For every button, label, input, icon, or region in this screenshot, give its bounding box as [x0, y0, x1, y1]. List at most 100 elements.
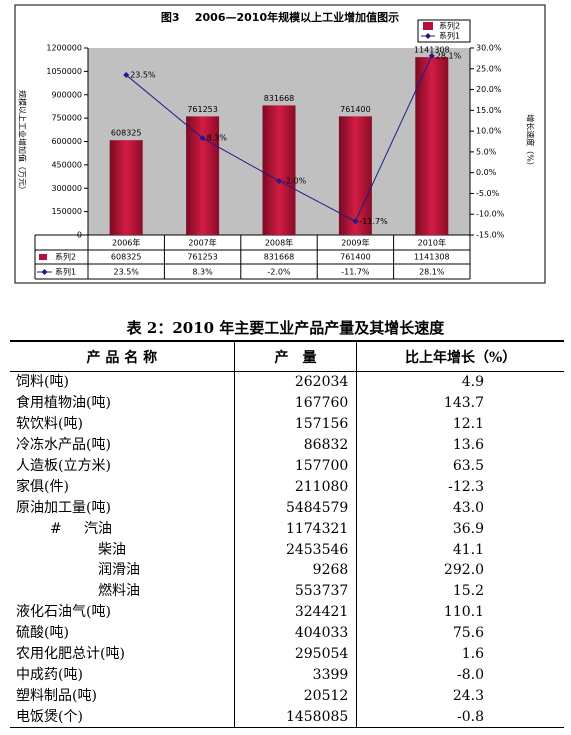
table-cell: 软饮料(吨)	[16, 416, 83, 433]
table-cell: 41.1	[452, 541, 484, 558]
table-cell: 食用植物油(吨)	[16, 395, 111, 412]
x-tick-label: 2009年	[341, 238, 369, 248]
bar-label: 608325	[111, 129, 142, 138]
y2-tick-label: 15.0%	[476, 106, 502, 115]
table-cell: 43.0	[452, 499, 484, 516]
x-tick-label: 2006年	[112, 238, 140, 248]
line-label: 23.5%	[130, 71, 156, 80]
x-tick-label: 2007年	[188, 238, 216, 248]
table-cell: 液化石油气(吨)	[16, 604, 111, 621]
y2-tick-label: -5.0%	[476, 189, 500, 198]
table-row-label: 系列1	[55, 267, 76, 277]
chart: 图3 2006—2010年规模以上工业增加值图示 规模以上工业增加值（万元） 增…	[14, 4, 546, 284]
line-marker	[352, 218, 359, 225]
table-cell: 15.2	[452, 583, 484, 600]
table-cell: 157156	[233, 413, 358, 435]
table-row-label: 系列2	[55, 252, 76, 262]
table-cell: 24.3	[452, 687, 484, 704]
table-cell: 157700	[233, 455, 358, 477]
table-cell: 13.6	[452, 437, 484, 454]
legend-key	[41, 269, 48, 275]
table-row: 食用植物油(吨) 167760 143.7	[10, 392, 564, 414]
table-value: -2.0%	[267, 268, 291, 277]
table-cell: 原油加工量(吨)	[16, 499, 111, 516]
table-row: 饲料(吨) 262034 4.9	[10, 371, 564, 393]
table-cell: 燃料油	[98, 583, 140, 600]
column-header: 比上年增长（%）	[356, 340, 564, 372]
table-cell: -0.8	[356, 706, 564, 729]
table-value: -11.7%	[341, 268, 370, 277]
table-cell: 柴油	[98, 541, 126, 558]
table-row: 冷冻水产品(吨) 86832 13.6	[10, 434, 564, 456]
y2-tick-label: 25.0%	[476, 64, 502, 73]
table-cell: 中成药(吨)	[16, 666, 83, 683]
chart-title: 图3 2006—2010年规模以上工业增加值图示	[161, 10, 399, 24]
table-value: 1141308	[414, 253, 450, 262]
bar-label: 761400	[340, 105, 371, 114]
table-cell: 1.6	[461, 646, 484, 663]
table-cell: 2453546	[233, 539, 358, 561]
table-row: 塑料制品(吨) 20512 24.3	[10, 685, 564, 707]
header-row: 产 品 名 称产 量比上年增长（%）	[10, 340, 564, 372]
legend-label: 系列2	[439, 21, 460, 31]
table-cell: 1174321	[233, 518, 358, 540]
table-cell: 262034	[233, 371, 358, 393]
line-label: 28.1%	[436, 51, 462, 60]
table-row: 中成药(吨) 3399 -8.0	[10, 664, 564, 686]
table-cell: 9268	[233, 560, 358, 581]
table-row: 硫酸(吨) 404033 75.6	[10, 622, 564, 644]
y2-tick-label: -15.0%	[476, 231, 505, 240]
table-row: 柴油 2453546 41.1	[10, 539, 564, 561]
table-cell: 211080	[233, 476, 358, 498]
y-tick-label: 450000	[51, 160, 82, 169]
table-value: 761400	[340, 253, 371, 262]
legend-label: 系列1	[439, 31, 460, 41]
table-row: 软饮料(吨) 157156 12.1	[10, 413, 564, 435]
table-row: 液化石油气(吨) 324421 110.1	[10, 601, 564, 623]
table-value: 28.1%	[419, 268, 445, 277]
y-axis-title: 规模以上工业增加值（万元）	[18, 90, 28, 194]
table-cell: 农用化肥总计(吨)	[16, 646, 125, 663]
table-cell: 润滑油	[98, 562, 140, 579]
table-value: 761253	[187, 253, 218, 262]
x-tick-label: 2010年	[418, 238, 446, 248]
y2-axis-title: 增长速度（%）	[526, 114, 536, 170]
table-cell: 63.5	[452, 458, 484, 474]
table-cell: 167760	[233, 392, 358, 414]
table-cell: 家俱(件)	[16, 478, 69, 495]
table-cell: 20512	[233, 685, 358, 707]
table-value: 8.3%	[192, 268, 213, 277]
y2-tick-label: 5.0%	[476, 147, 497, 156]
bar	[415, 57, 449, 235]
table-cell: 硫酸(吨)	[16, 625, 69, 642]
table-cell: 295054	[233, 643, 358, 665]
table-row: 原油加工量(吨) 5484579 43.0	[10, 497, 564, 519]
table-value: 608325	[111, 253, 142, 262]
bar-label: 1141308	[414, 46, 450, 55]
table-row: 家俱(件) 211080 -12.3	[10, 476, 564, 498]
y2-tick-label: 30.0%	[476, 44, 502, 53]
data-table: 产 品 名 称产 量比上年增长（%） 饲料(吨) 262034 4.9 食用植物油(吨)…	[10, 340, 564, 729]
line-marker	[199, 135, 206, 142]
y-tick-label: 900000	[51, 90, 82, 99]
y2-tick-label: 10.0%	[476, 127, 502, 136]
y-tick-label: 750000	[51, 114, 82, 123]
table-cell: 404033	[233, 622, 358, 644]
line-label: -11.7%	[359, 217, 388, 226]
bar-label: 831668	[264, 94, 295, 103]
table-cell: 86832	[233, 434, 358, 456]
line-label: 8.3%	[207, 134, 228, 143]
table-cell: 饲料(吨)	[16, 374, 69, 391]
table-cell: 110.1	[443, 604, 484, 621]
table-row: 人造板(立方米) 157700 63.5	[10, 455, 564, 477]
bar-label: 761253	[187, 105, 218, 114]
table-cell: 324421	[233, 601, 358, 623]
column-header: 产 量	[233, 340, 358, 372]
table-cell: 143.7	[443, 395, 484, 412]
column-header: 产 品 名 称	[10, 340, 235, 372]
table-row: 电饭煲(个) 1458085 -0.8	[10, 706, 564, 729]
table-cell: -8.0	[457, 666, 484, 683]
table-cell: 3399	[233, 664, 358, 686]
table-title: 表 2：2010 年主要工业产品产量及其增长速度	[126, 319, 445, 337]
line-marker	[123, 72, 130, 79]
